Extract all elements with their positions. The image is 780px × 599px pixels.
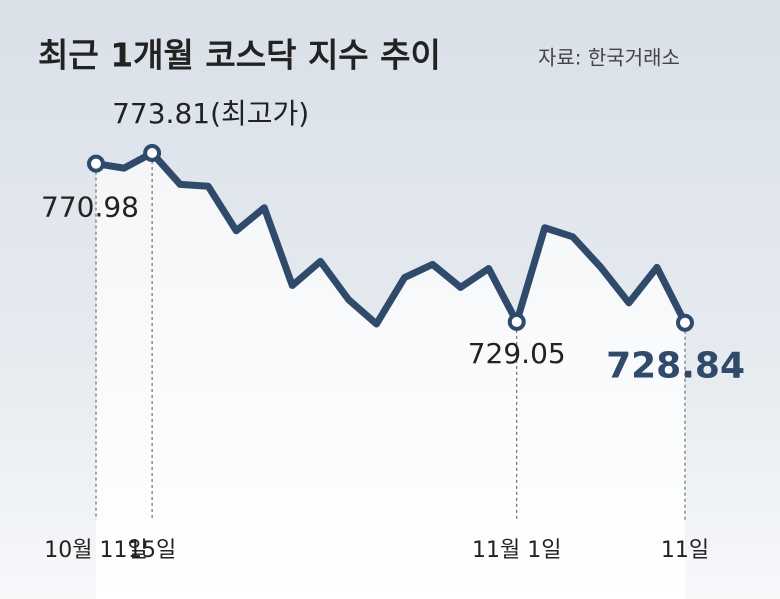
point — [507, 312, 526, 331]
data-label: 773.81(최고가) — [112, 97, 309, 130]
x-tick-label: 11월 1일 — [472, 538, 561, 563]
line — [92, 149, 689, 328]
area — [96, 153, 685, 599]
chart-title: 최근 1개월 코스닥 지수 추이 — [38, 36, 441, 75]
data-label: 770.98 — [41, 191, 139, 224]
x-tick-label: 15일 — [128, 538, 176, 563]
point — [676, 313, 694, 332]
x-tick-label: 11일 — [661, 538, 709, 563]
point — [143, 144, 162, 162]
point — [87, 154, 105, 173]
x-tick-label: 10월 11일 — [44, 538, 147, 563]
data-label: 729.05 — [468, 337, 566, 370]
data-label: 728.84 — [606, 346, 745, 387]
source: 자료: 한국거래소 — [538, 46, 680, 70]
